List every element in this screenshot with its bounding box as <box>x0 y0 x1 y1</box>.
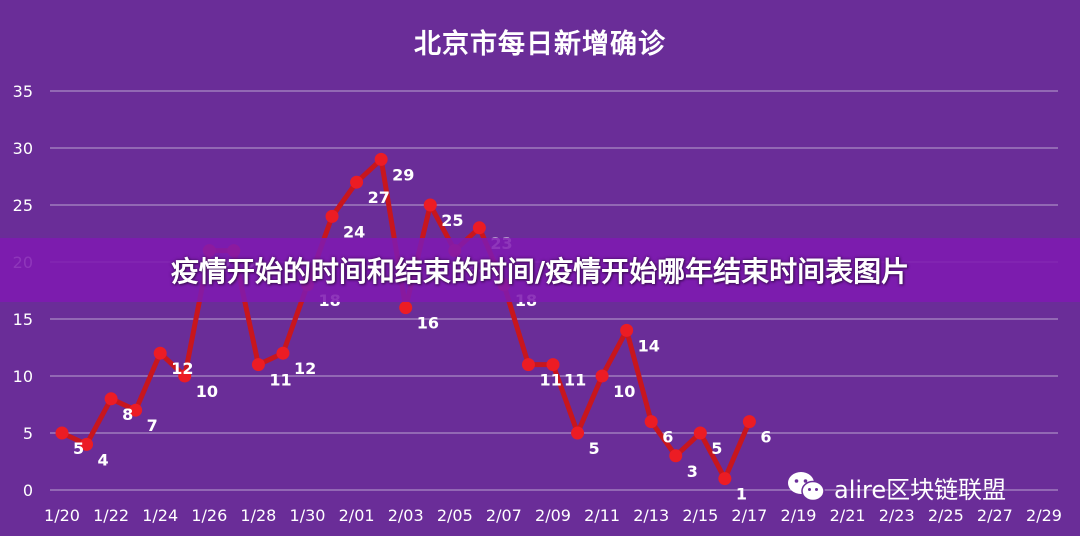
data-point <box>718 472 732 486</box>
y-tick-label: 30 <box>13 139 33 158</box>
y-tick-label: 35 <box>13 82 33 101</box>
data-label: 29 <box>392 165 414 184</box>
data-point <box>669 449 683 463</box>
x-tick-label: 2/29 <box>1026 506 1062 525</box>
x-tick-label: 2/01 <box>339 506 375 525</box>
x-tick-label: 2/07 <box>486 506 522 525</box>
y-tick-label: 15 <box>13 310 33 329</box>
data-point <box>742 415 756 429</box>
x-tick-label: 1/24 <box>142 506 178 525</box>
x-tick-label: 1/20 <box>44 506 80 525</box>
data-point <box>178 369 192 383</box>
data-label: 6 <box>662 428 673 447</box>
data-points <box>55 152 756 486</box>
data-label: 27 <box>368 188 390 207</box>
y-tick-label: 10 <box>13 367 33 386</box>
x-tick-label: 2/09 <box>535 506 571 525</box>
x-tick-label: 2/19 <box>781 506 817 525</box>
data-point <box>251 358 265 372</box>
watermark: alire区块链联盟 <box>786 468 1006 506</box>
data-point <box>55 426 69 440</box>
data-label: 1 <box>736 485 747 504</box>
x-tick-label: 2/21 <box>830 506 866 525</box>
data-label: 4 <box>98 450 109 469</box>
x-tick-label: 2/25 <box>928 506 964 525</box>
data-label: 10 <box>196 382 218 401</box>
data-point <box>423 198 437 212</box>
data-label: 12 <box>171 359 193 378</box>
chart-title: 北京市每日新增确诊 <box>414 29 666 60</box>
y-tick-label: 0 <box>23 481 33 500</box>
x-tick-label: 2/17 <box>731 506 767 525</box>
data-label: 11 <box>564 371 586 390</box>
data-point <box>595 369 609 383</box>
data-point <box>620 323 634 337</box>
x-tick-label: 2/13 <box>633 506 669 525</box>
x-tick-label: 2/15 <box>682 506 718 525</box>
data-point <box>546 358 560 372</box>
data-label: 6 <box>760 428 771 447</box>
data-label: 11 <box>269 371 291 390</box>
overlay-banner: 疫情开始的时间和结束的时间/疫情开始哪年结束时间表图片 <box>0 238 1080 302</box>
x-tick-label: 2/23 <box>879 506 915 525</box>
x-tick-label: 2/27 <box>977 506 1013 525</box>
x-tick-label: 1/30 <box>290 506 326 525</box>
banner-text: 疫情开始的时间和结束的时间/疫情开始哪年结束时间表图片 <box>170 255 910 288</box>
data-point <box>153 346 167 360</box>
data-label: 3 <box>687 462 698 481</box>
data-label: 11 <box>539 371 561 390</box>
data-point <box>399 301 413 315</box>
data-point <box>350 175 364 189</box>
data-point <box>571 426 585 440</box>
data-label: 16 <box>417 314 439 333</box>
data-label: 7 <box>147 416 158 435</box>
data-point <box>276 346 290 360</box>
x-tick-label: 1/28 <box>240 506 276 525</box>
x-tick-label: 1/26 <box>191 506 227 525</box>
x-axis-tick-labels: 1/20 1/22 1/24 1/26 1/28 1/30 2/01 2/03 2/05 2/07… <box>44 506 1062 525</box>
x-tick-label: 2/03 <box>388 506 424 525</box>
data-label: 5 <box>73 439 84 458</box>
data-point <box>80 437 94 451</box>
data-label: 5 <box>589 439 600 458</box>
data-label: 25 <box>441 211 463 230</box>
x-tick-label: 2/11 <box>584 506 620 525</box>
data-label: 24 <box>343 222 365 241</box>
data-point <box>644 415 658 429</box>
data-point <box>129 403 143 417</box>
watermark-text: alire区块链联盟 <box>834 475 1007 504</box>
data-label: 5 <box>711 439 722 458</box>
x-tick-label: 1/22 <box>93 506 129 525</box>
data-label: 8 <box>122 405 133 424</box>
data-point <box>104 392 118 406</box>
data-point <box>521 358 535 372</box>
data-label: 14 <box>638 336 660 355</box>
y-tick-label: 5 <box>23 424 33 443</box>
y-tick-label: 25 <box>13 196 33 215</box>
data-point <box>374 152 388 166</box>
data-label: 10 <box>613 382 635 401</box>
data-label: 12 <box>294 359 316 378</box>
data-point <box>325 209 339 223</box>
data-point <box>472 221 486 235</box>
data-labels: 5487121021211112182427291625212318111151… <box>73 165 772 503</box>
wechat-icon <box>788 472 825 502</box>
data-point <box>693 426 707 440</box>
x-tick-label: 2/05 <box>437 506 473 525</box>
